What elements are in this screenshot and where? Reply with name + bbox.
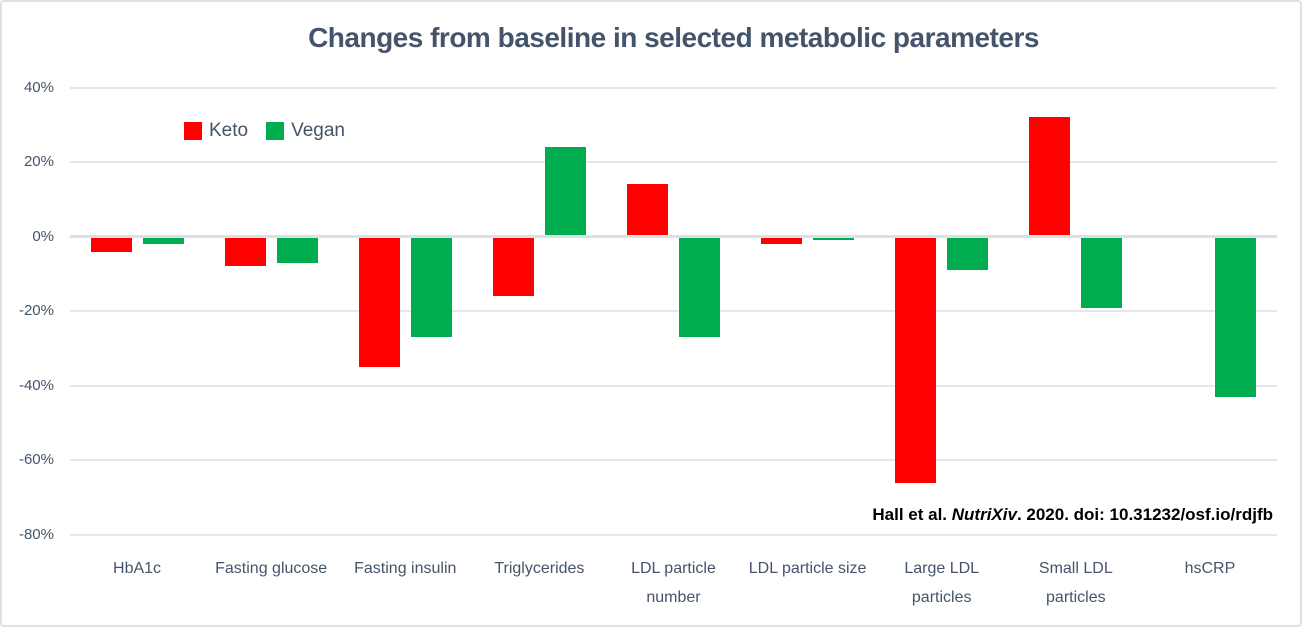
keto-swatch-icon <box>184 122 202 140</box>
x-category-label: Fasting insulin <box>354 560 457 577</box>
gridline--40 <box>70 384 1277 387</box>
x-category-label: hsCRP <box>1184 560 1236 577</box>
citation-doi: . 2020. doi: 10.31232/osf.io/rdjfb <box>1016 505 1273 524</box>
x-category-label: Fasting glucose <box>215 560 328 577</box>
gridline-20 <box>70 161 1277 164</box>
bar-vegan-large-ldl-particles <box>947 238 989 271</box>
bar-vegan-hba1c <box>142 238 184 245</box>
bar-vegan-fasting-insulin <box>410 238 452 338</box>
legend-label-keto: Keto <box>209 120 249 141</box>
gridline--20 <box>70 310 1277 313</box>
x-category-label: Large LDL particles <box>904 560 980 606</box>
y-tick-label: 0% <box>32 227 54 245</box>
vegan-swatch-icon <box>266 122 285 140</box>
bar-vegan-small-ldl-particles <box>1081 238 1123 308</box>
zero-axis-line <box>70 235 1277 239</box>
bar-keto-large-ldl-particles <box>895 238 937 483</box>
x-category-label: Triglycerides <box>494 560 585 577</box>
citation-authors: Hall et al. <box>872 505 952 524</box>
bar-vegan-ldl-particle-number <box>679 238 720 338</box>
x-category-label: HbA1c <box>113 560 162 577</box>
x-category-label: LDL particle size <box>748 560 867 577</box>
bar-vegan-ldl-particle-size <box>813 238 855 241</box>
bar-keto-fasting-insulin <box>358 238 400 368</box>
citation: Hall et al. NutriXiv. 2020. doi: 10.3123… <box>872 505 1273 525</box>
bar-keto-fasting-glucose <box>224 238 266 267</box>
legend: Keto Vegan <box>184 120 345 142</box>
legend-label-vegan: Vegan <box>291 120 345 141</box>
bar-keto-hba1c <box>90 238 132 252</box>
gridline--60 <box>70 459 1277 462</box>
y-tick-label: -40% <box>18 376 54 394</box>
bar-vegan-triglycerides <box>544 147 586 239</box>
legend-item-vegan: Vegan <box>266 120 345 142</box>
gridline--80 <box>70 534 1277 536</box>
citation-journal: NutriXiv <box>951 505 1017 524</box>
y-tick-label: 40% <box>23 78 54 96</box>
y-tick-label: -80% <box>18 526 54 543</box>
gridline-40 <box>70 86 1277 89</box>
y-tick-label: 20% <box>23 153 54 171</box>
y-tick-label: -60% <box>18 451 54 469</box>
bar-keto-ldl-particle-size <box>761 238 803 245</box>
bar-vegan-hscrp <box>1215 238 1257 397</box>
y-tick-label: -20% <box>18 302 54 320</box>
bar-keto-ldl-particle-number <box>627 184 668 239</box>
bar-vegan-fasting-glucose <box>276 238 318 263</box>
x-category-label: LDL particle number <box>631 560 716 606</box>
x-category-label: Small LDL particles <box>1038 560 1113 606</box>
chart-title: Changes from baseline in selected metabo… <box>308 22 1039 53</box>
bar-keto-small-ldl-particles <box>1029 117 1071 239</box>
bar-keto-triglycerides <box>492 238 534 297</box>
legend-item-keto: Keto <box>184 120 248 142</box>
